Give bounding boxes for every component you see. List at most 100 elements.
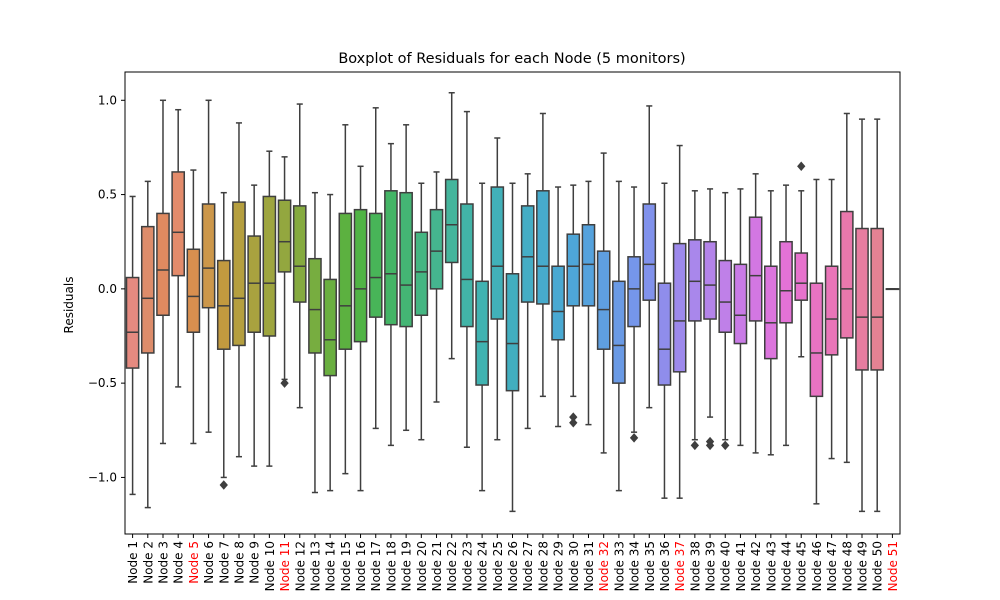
- box-iqr: [125, 276, 140, 369]
- box-16: [353, 165, 368, 492]
- box-45: [794, 161, 809, 358]
- x-tick-label: Node 49: [856, 541, 870, 591]
- box-iqr: [460, 203, 474, 328]
- x-tick-label: Node 27: [521, 541, 535, 591]
- box-51: [885, 288, 900, 291]
- box-iqr: [764, 265, 778, 360]
- box-26: [505, 182, 520, 513]
- box-15: [338, 124, 353, 475]
- x-tick-label: Node 1: [126, 541, 140, 584]
- box-25: [490, 137, 505, 441]
- x-tick-label: Node 5: [187, 541, 201, 584]
- box-44: [779, 184, 793, 447]
- x-tick-label: Node 34: [628, 541, 642, 591]
- box-47: [824, 178, 839, 460]
- x-tick-label: Node 26: [506, 541, 520, 591]
- box-iqr: [292, 205, 307, 303]
- plot-frame: [124, 71, 901, 535]
- x-tick-label: Node 35: [643, 541, 657, 591]
- box-43: [764, 190, 778, 456]
- x-tick-label: Node 16: [354, 541, 368, 591]
- box-iqr: [338, 212, 353, 350]
- outlier-point: [797, 161, 806, 172]
- outlier-point: [721, 440, 730, 451]
- box-iqr: [277, 199, 292, 273]
- x-tick-label: Node 29: [552, 541, 566, 591]
- x-tick-label: Node 36: [658, 541, 672, 591]
- box-iqr: [581, 223, 596, 307]
- box-23: [460, 110, 474, 449]
- x-tick-label: Node 11: [278, 541, 292, 591]
- box-17: [368, 107, 383, 430]
- outlier-point: [569, 417, 578, 428]
- box-38: [688, 190, 702, 451]
- box-1: [125, 195, 140, 496]
- outlier-point: [280, 378, 289, 388]
- box-iqr: [779, 240, 793, 324]
- box-iqr: [627, 256, 641, 328]
- box-iqr: [733, 263, 748, 345]
- box-37: [672, 144, 687, 499]
- box-iqr: [688, 239, 702, 322]
- box-22: [444, 91, 459, 360]
- outlier-point: [629, 433, 639, 443]
- x-tick-label: Node 18: [384, 541, 398, 591]
- box-29: [551, 186, 565, 428]
- box-5: [186, 169, 201, 445]
- x-tick-label: Node 42: [749, 541, 763, 591]
- box-9: [247, 184, 261, 467]
- box-20: [414, 182, 429, 441]
- x-tick-label: Node 33: [612, 541, 626, 591]
- box-iqr: [384, 190, 398, 326]
- box-iqr: [323, 278, 337, 377]
- x-tick-label: Node 17: [369, 541, 383, 591]
- box-iqr: [201, 203, 216, 309]
- x-tick-label: Node 41: [734, 541, 748, 591]
- x-tick-label: Node 43: [764, 541, 778, 591]
- x-tick-label: Node 51: [886, 541, 900, 591]
- x-tick-label: Node 12: [293, 541, 307, 591]
- x-tick-label: Node 6: [202, 541, 216, 584]
- x-tick-label: Node 45: [795, 541, 809, 591]
- box-iqr: [794, 252, 809, 301]
- box-27: [520, 173, 535, 430]
- box-iqr: [536, 190, 550, 305]
- box-iqr: [232, 201, 246, 347]
- box-30: [566, 184, 581, 428]
- box-12: [292, 103, 307, 409]
- x-tick-label: Node 47: [825, 541, 839, 591]
- x-tick-label: Node 7: [217, 541, 231, 584]
- x-tick-label: Node 44: [780, 541, 794, 591]
- x-tick-label: Node 8: [232, 541, 246, 584]
- box-18: [384, 142, 398, 447]
- box-iqr: [171, 171, 186, 277]
- box-49: [855, 118, 869, 513]
- box-46: [809, 178, 824, 505]
- x-tick-label: Node 48: [840, 541, 854, 591]
- box-iqr: [642, 203, 657, 301]
- box-iqr: [247, 235, 261, 333]
- x-tick-label: Node 24: [476, 541, 490, 591]
- box-iqr: [809, 282, 824, 398]
- box-iqr: [186, 248, 201, 333]
- x-tick-label: Node 10: [263, 541, 277, 591]
- box-iqr: [520, 205, 535, 303]
- x-tick-label: Node 9: [248, 541, 262, 584]
- x-tick-label: Node 25: [491, 541, 505, 591]
- box-iqr: [262, 195, 277, 337]
- x-tick-label: Node 39: [704, 541, 718, 591]
- box-iqr: [839, 210, 854, 339]
- box-iqr: [672, 242, 687, 373]
- box-iqr: [353, 208, 368, 343]
- outlier-point: [690, 440, 700, 451]
- box-50: [870, 118, 885, 513]
- x-tick-label: Node 13: [308, 541, 322, 591]
- box-7: [216, 191, 231, 490]
- x-tick-label: Node 30: [567, 541, 581, 591]
- chart-title: Boxplot of Residuals for each Node (5 mo…: [338, 51, 685, 67]
- box-iqr: [551, 265, 565, 341]
- box-34: [627, 186, 641, 443]
- x-tick-label: Node 4: [172, 541, 186, 584]
- x-tick-label: Node 14: [324, 541, 338, 591]
